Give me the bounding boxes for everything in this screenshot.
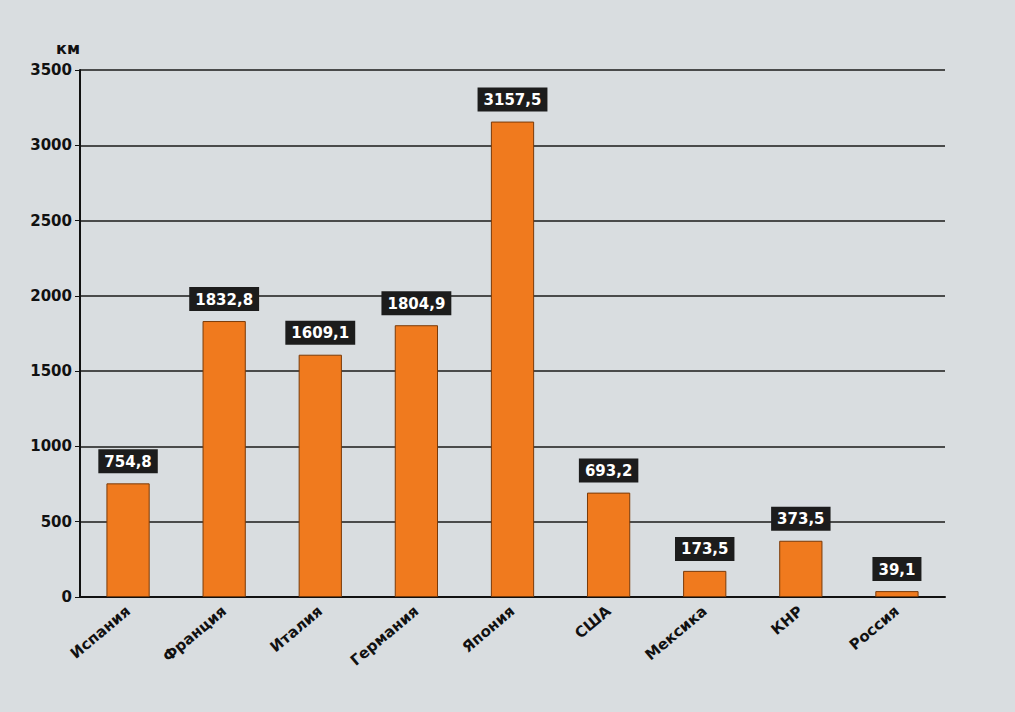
svg-text:1609,1: 1609,1 [291, 324, 349, 342]
svg-text:2500: 2500 [30, 212, 72, 230]
svg-text:39,1: 39,1 [878, 561, 915, 579]
svg-text:3157,5: 3157,5 [484, 91, 542, 109]
svg-text:1804,9: 1804,9 [387, 295, 445, 313]
svg-text:373,5: 373,5 [777, 510, 824, 528]
svg-text:Италия: Италия [267, 602, 326, 656]
svg-text:Мексика: Мексика [641, 602, 710, 664]
svg-text:2000: 2000 [30, 287, 72, 305]
svg-text:Испания: Испания [67, 602, 134, 662]
svg-text:1500: 1500 [30, 362, 72, 380]
svg-text:1000: 1000 [30, 437, 72, 455]
svg-text:км: км [56, 39, 80, 58]
svg-text:КНР: КНР [768, 602, 807, 639]
svg-text:Япония: Япония [459, 602, 519, 656]
svg-text:693,2: 693,2 [585, 462, 632, 480]
svg-text:3500: 3500 [30, 61, 72, 79]
svg-text:3000: 3000 [30, 136, 72, 154]
svg-text:США: США [571, 602, 614, 642]
svg-text:500: 500 [41, 513, 72, 531]
svg-text:Россия: Россия [846, 602, 903, 654]
svg-text:Франция: Франция [159, 602, 230, 666]
svg-text:754,8: 754,8 [104, 453, 151, 471]
svg-text:1832,8: 1832,8 [195, 291, 253, 309]
svg-text:Германия: Германия [347, 602, 422, 669]
svg-text:173,5: 173,5 [681, 540, 728, 558]
svg-text:0: 0 [62, 588, 72, 606]
